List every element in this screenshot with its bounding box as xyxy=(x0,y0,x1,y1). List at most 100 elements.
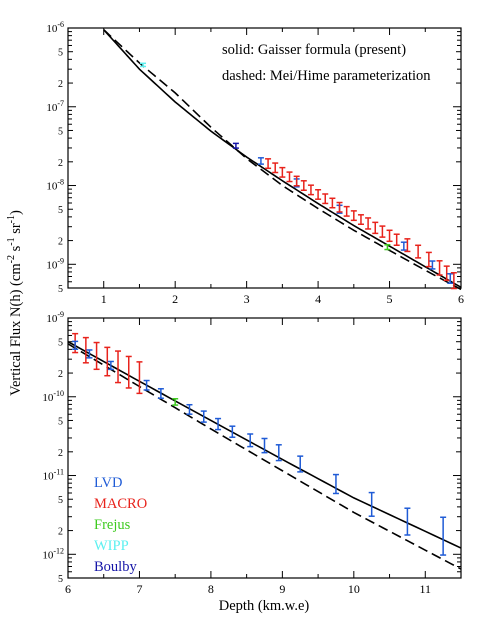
bottom-y-tick-label: 10-9 xyxy=(46,310,64,325)
top-y-tick-label: 10-9 xyxy=(46,256,64,271)
top-y-tick-base: 10 xyxy=(46,23,58,35)
top-point-macro xyxy=(279,166,286,178)
bottom-point-lvd xyxy=(368,491,375,517)
top-point-macro xyxy=(357,214,364,226)
top-point-macro xyxy=(315,188,322,200)
bottom-point-lvd xyxy=(332,473,339,495)
top-y-tick-exp: -6 xyxy=(57,20,64,29)
y-axis-label-mid2: sr xyxy=(8,223,24,237)
bottom-plot-points xyxy=(72,332,447,556)
bottom-x-tick-label: 9 xyxy=(279,582,285,596)
bottom-plot-curves xyxy=(67,341,462,570)
bottom-point-lvd xyxy=(440,516,447,556)
y-axis-label: Vertical Flux N(h) (cm-2 s-1 sr-1) xyxy=(6,210,24,396)
top-y-tick-exp: -7 xyxy=(57,99,64,108)
top-point-macro xyxy=(336,201,343,213)
bottom-point-lvd xyxy=(229,425,236,438)
top-point-macro xyxy=(425,251,432,268)
bottom-y-tick-label: 10-12 xyxy=(42,546,64,561)
bottom-point-macro xyxy=(115,350,122,384)
top-y-tick-label: 5 xyxy=(58,284,63,295)
top-y-tick-label: 10-6 xyxy=(46,20,64,35)
bottom-point-lvd xyxy=(297,455,304,473)
top-y-tick-label: 5 xyxy=(58,48,63,59)
top-point-macro xyxy=(286,171,293,183)
annotation-solid: solid: Gaisser formula (present) xyxy=(222,42,406,58)
top-point-macro xyxy=(372,221,379,235)
bottom-point-macro xyxy=(93,341,100,371)
bottom-y-tick-label: 10-11 xyxy=(43,468,64,483)
top-x-tick-label: 6 xyxy=(458,292,464,306)
top-point-macro xyxy=(404,238,411,253)
top-point-macro xyxy=(379,225,386,238)
bottom-x-tick-label: 8 xyxy=(208,582,214,596)
top-point-macro xyxy=(450,272,457,290)
bottom-y-tick-label: 2 xyxy=(58,448,63,459)
bottom-y-tick-label: 5 xyxy=(58,338,63,349)
top-point-macro xyxy=(443,265,450,282)
top-plot-frame xyxy=(67,27,462,289)
bottom-point-lvd xyxy=(275,444,282,462)
bottom-x-tick-label: 7 xyxy=(136,582,142,596)
y-axis-label-sup2: -1 xyxy=(6,237,17,245)
top-point-macro xyxy=(343,205,350,217)
bottom-point-lvd xyxy=(72,340,79,351)
legend-item-wipp: WIPP xyxy=(94,538,129,554)
top-y-tick-label: 10-8 xyxy=(46,178,64,193)
top-plot-curves xyxy=(103,29,462,291)
bottom-point-lvd xyxy=(247,433,254,448)
top-y-tick-base: 10 xyxy=(46,259,58,271)
bottom-point-lvd xyxy=(86,349,93,359)
top-point-macro xyxy=(293,175,300,187)
top-y-tick-label: 2 xyxy=(58,158,63,169)
bottom-point-macro xyxy=(125,355,132,389)
bottom-point-lvd xyxy=(186,403,193,415)
bottom-point-lvd xyxy=(157,388,164,399)
top-y-tick-label: 2 xyxy=(58,79,63,90)
bottom-point-lvd xyxy=(404,507,411,536)
top-point-boulby xyxy=(232,142,239,149)
bottom-point-macro xyxy=(136,361,143,395)
top-y-tick-base: 10 xyxy=(46,102,58,114)
bottom-y-tick-base: 10 xyxy=(46,313,58,325)
bottom-point-lvd xyxy=(215,417,222,431)
y-axis-label-sup3: -1 xyxy=(6,215,17,223)
bottom-y-tick-label: 2 xyxy=(58,369,63,380)
top-point-macro xyxy=(322,193,329,205)
bottom-x-tick-label: 6 xyxy=(65,582,71,596)
bottom-point-macro xyxy=(104,346,111,377)
top-point-macro xyxy=(300,180,307,192)
y-axis-label-end: ) xyxy=(8,210,24,215)
bottom-x-tick-label: 11 xyxy=(419,582,431,596)
top-x-tick-label: 4 xyxy=(315,292,321,306)
top-point-macro xyxy=(265,158,272,170)
top-point-lvd xyxy=(429,260,436,270)
top-point-macro xyxy=(436,260,443,276)
y-axis-label-main: Vertical Flux N(h) (cm xyxy=(8,263,24,396)
y-axis-label-mid1: s xyxy=(8,245,24,255)
bottom-y-tick-base: 10 xyxy=(42,549,54,561)
top-point-macro xyxy=(386,229,393,243)
top-y-tick-label: 5 xyxy=(58,205,63,216)
bottom-y-tick-exp: -9 xyxy=(57,310,64,319)
top-point-macro xyxy=(329,197,336,209)
top-point-macro xyxy=(350,210,357,222)
top-x-tick-label: 5 xyxy=(387,292,393,306)
top-point-lvd xyxy=(400,241,407,251)
bottom-y-tick-exp: -10 xyxy=(53,389,64,398)
top-plot-points xyxy=(140,62,457,290)
bottom-y-tick-label: 5 xyxy=(58,495,63,506)
bottom-point-lvd xyxy=(107,360,114,371)
legend: LVD MACRO Frejus WIPP Boulby xyxy=(94,475,147,575)
top-point-lvd xyxy=(257,157,264,165)
top-point-macro xyxy=(393,233,400,246)
top-y-tick-base: 10 xyxy=(46,181,58,193)
bottom-plot-frame xyxy=(67,317,462,579)
top-point-lvd xyxy=(447,273,454,284)
bottom-y-tick-exp: -11 xyxy=(54,468,64,477)
top-y-tick-label: 10-7 xyxy=(46,99,64,114)
